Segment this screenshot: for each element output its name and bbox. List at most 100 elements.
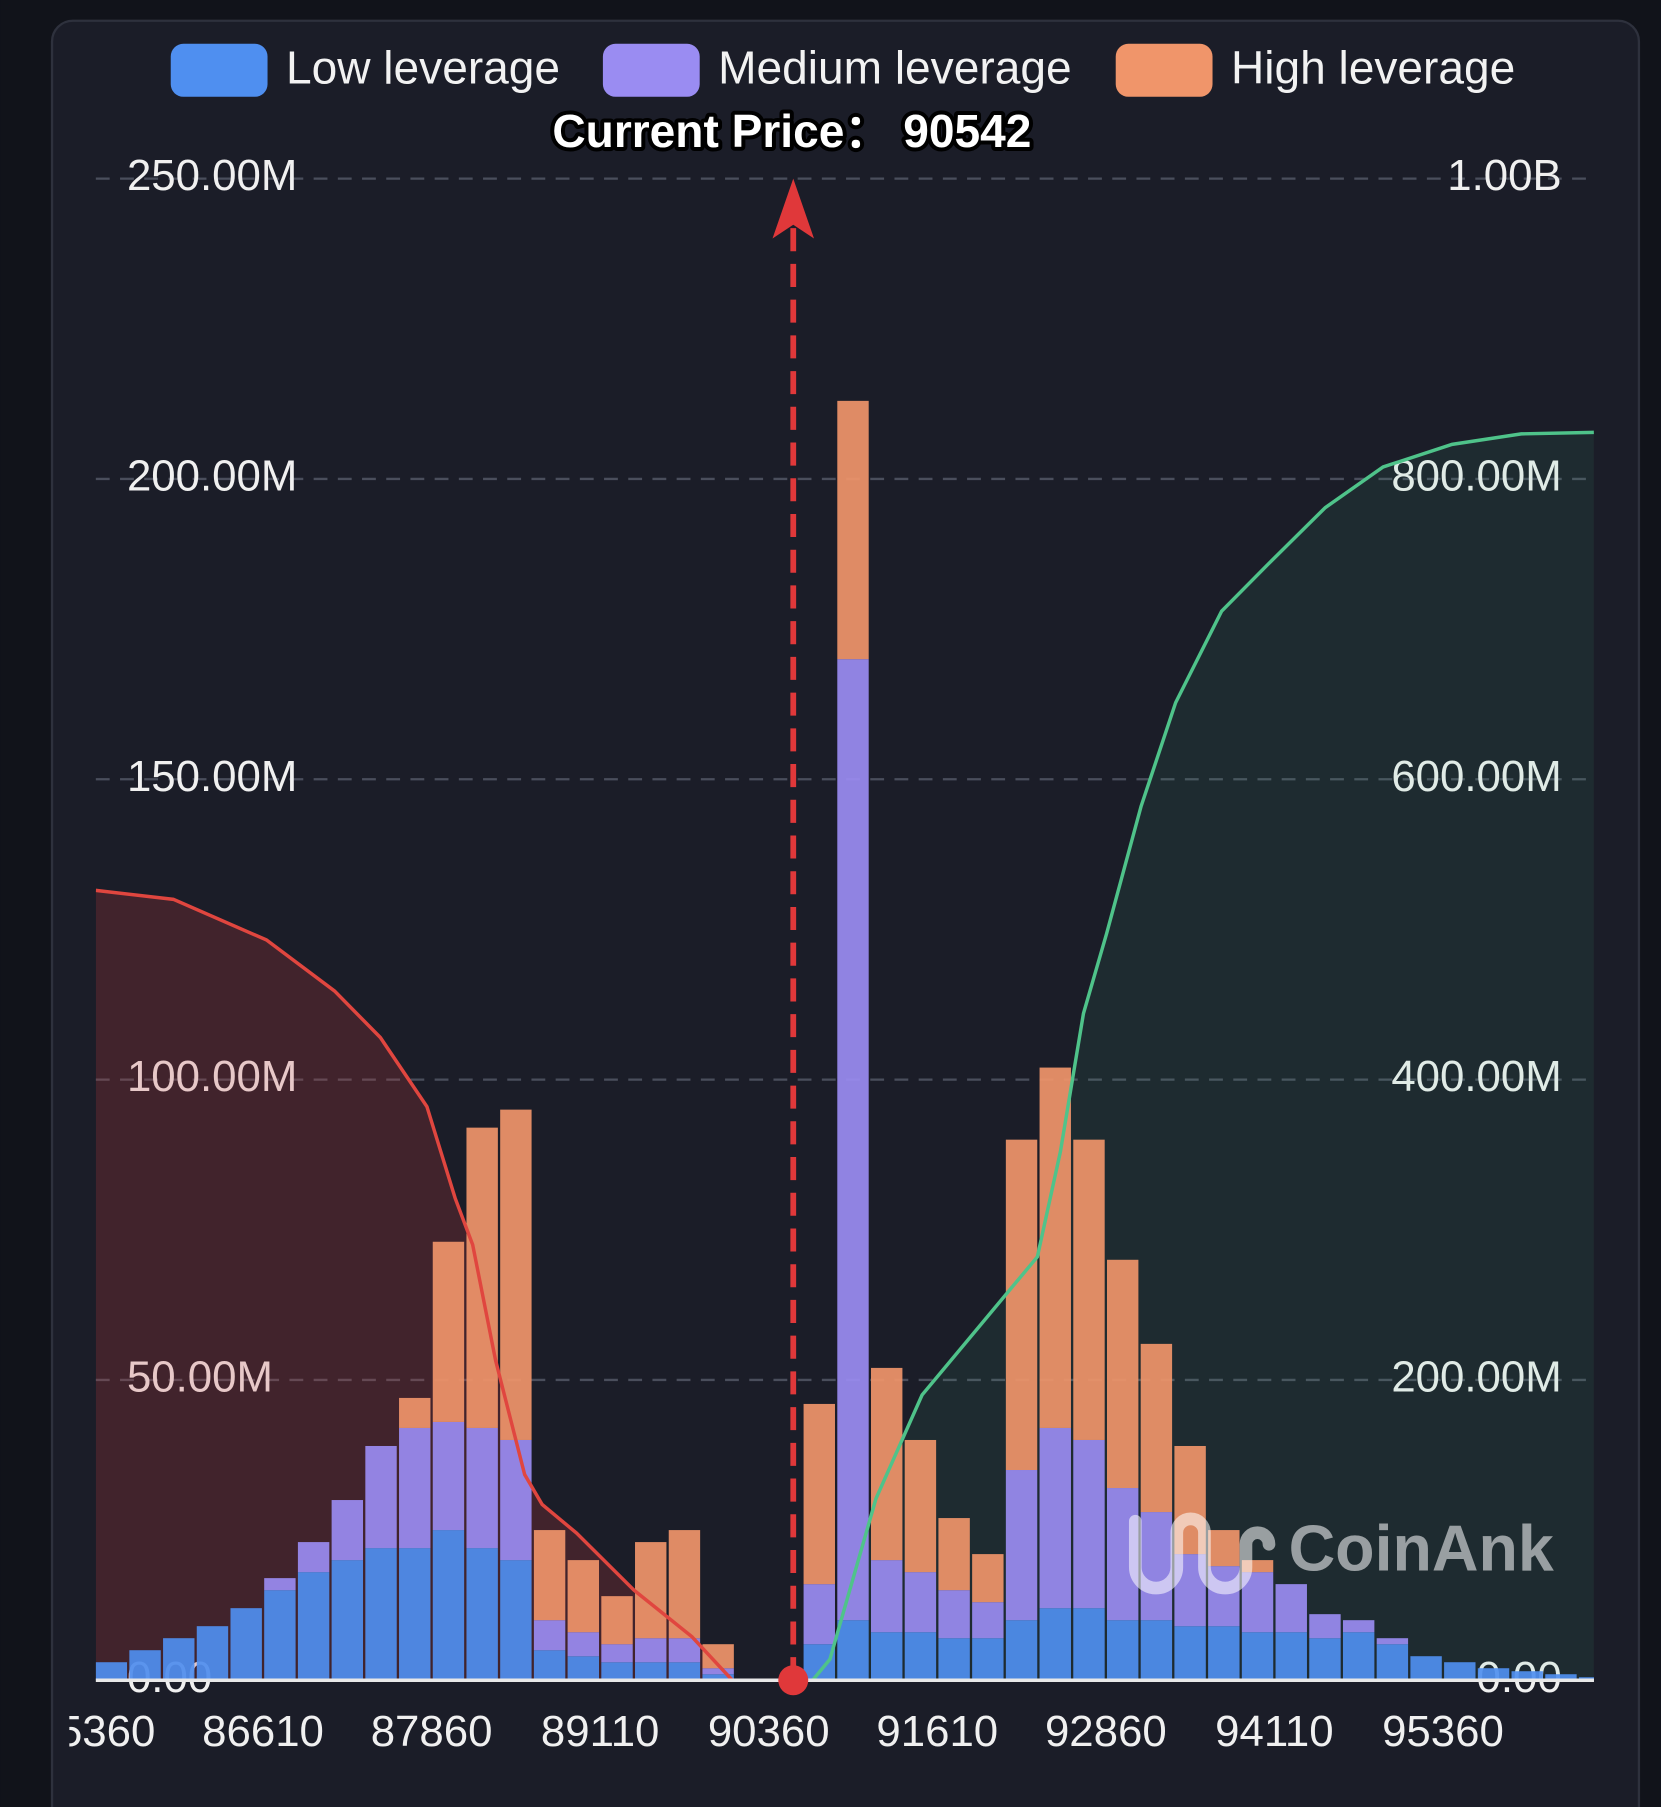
- x-tick-label: 89110: [541, 1707, 660, 1756]
- bar-segment: [668, 1662, 701, 1681]
- bar-segment: [1106, 1620, 1139, 1681]
- bar-segment: [500, 1109, 532, 1440]
- legend-swatch: [170, 43, 268, 97]
- bar-segment: [399, 1548, 431, 1681]
- current-price-arrow: [772, 178, 815, 239]
- bar-segment: [1241, 1632, 1274, 1681]
- bar-segment: [466, 1427, 498, 1549]
- bar-segment: [1073, 1439, 1105, 1609]
- x-tick-label: 94110: [1215, 1707, 1334, 1756]
- bar-segment: [163, 1638, 195, 1681]
- bar-segment: [1376, 1644, 1409, 1681]
- bar-segment: [1444, 1662, 1476, 1681]
- watermark: CoinAnk: [1128, 1513, 1554, 1595]
- x-tick-label: 85360: [34, 1707, 156, 1756]
- y-tick-label: 200.00M: [127, 452, 297, 501]
- y2-tick-label: 800.00M: [1391, 452, 1561, 501]
- bar-segment: [1208, 1626, 1240, 1681]
- bar-segment: [533, 1530, 566, 1621]
- bar-segment: [1005, 1470, 1038, 1621]
- legend: Low leverage Medium leverage High leverage: [170, 42, 1515, 97]
- bar-segment: [533, 1620, 566, 1651]
- bar-segment: [1410, 1656, 1442, 1681]
- current-price-value: 90542: [903, 105, 1031, 157]
- bar-segment: [635, 1542, 667, 1639]
- current-price-label: Current Price：: [552, 105, 890, 157]
- bar-segment: [331, 1560, 364, 1681]
- bar-segment: [196, 1626, 229, 1681]
- bar-segment: [466, 1127, 498, 1428]
- bar-segment: [1309, 1638, 1341, 1681]
- x-tick-label: 90360: [708, 1707, 830, 1756]
- y2-tick-label: 400.00M: [1391, 1052, 1561, 1101]
- bar-segment: [938, 1638, 970, 1681]
- bar-segment: [365, 1445, 397, 1549]
- bar-segment: [871, 1632, 903, 1681]
- bar-segment: [871, 1367, 903, 1561]
- legend-label: High leverage: [1231, 42, 1515, 94]
- bar-segment: [1140, 1620, 1173, 1681]
- bar-segment: [1073, 1608, 1105, 1681]
- bar-segment: [1106, 1259, 1139, 1489]
- bar-segment: [95, 1662, 128, 1681]
- bar-segment: [1039, 1608, 1071, 1681]
- legend-label: Medium leverage: [718, 42, 1071, 94]
- bar-segment: [837, 1620, 869, 1681]
- bar-segment: [1073, 1139, 1105, 1440]
- bar-segment: [500, 1439, 532, 1561]
- bar-segment: [230, 1608, 262, 1681]
- bar-segment: [1005, 1620, 1038, 1681]
- bar-segment: [365, 1548, 397, 1681]
- lines: [95, 430, 1594, 1681]
- bar-segment: [1545, 1674, 1577, 1681]
- y2-tick-label: 1.00B: [1447, 151, 1561, 200]
- bar-segment: [432, 1241, 465, 1422]
- bar-segment: [803, 1403, 835, 1585]
- bar-segment: [264, 1578, 296, 1591]
- x-tick-label: 92860: [1045, 1707, 1167, 1756]
- bar-segment: [129, 1650, 161, 1681]
- y2-tick-label: 200.00M: [1391, 1352, 1561, 1401]
- bar-segment: [1511, 1671, 1543, 1681]
- bar-segment: [837, 400, 869, 660]
- bar-segment: [399, 1427, 431, 1549]
- y-tick-label: 150.00M: [127, 752, 297, 801]
- bar-segment: [1140, 1343, 1173, 1513]
- current-price-title: Current Price： 90542: [552, 105, 1031, 157]
- bar-segment: [1342, 1632, 1375, 1681]
- bar-segment: [1376, 1638, 1409, 1645]
- bar-segment: [803, 1584, 835, 1645]
- x-tick-label: 95360: [1382, 1707, 1504, 1756]
- bar-segment: [938, 1518, 970, 1591]
- bar-segment: [297, 1542, 330, 1573]
- y2-tick-label: 600.00M: [1391, 752, 1561, 801]
- bar-segment: [972, 1602, 1004, 1639]
- y-tick-label: 100.00M: [127, 1052, 297, 1101]
- bar-segment: [567, 1632, 600, 1657]
- bar-segment: [702, 1674, 734, 1681]
- bar-segment: [297, 1572, 330, 1681]
- y-tick-label: 250.00M: [127, 151, 297, 200]
- bar-segment: [1342, 1620, 1375, 1633]
- bar-segment: [1140, 1512, 1173, 1621]
- bar-segment: [500, 1560, 532, 1681]
- bar-segment: [1477, 1668, 1510, 1681]
- y-tick-label: 50.00M: [127, 1352, 273, 1401]
- bar-segment: [601, 1596, 633, 1645]
- legend-swatch: [1115, 43, 1213, 97]
- watermark-text: CoinAnk: [1289, 1513, 1554, 1585]
- bar-segment: [1309, 1614, 1341, 1639]
- bar-segment: [1208, 1530, 1240, 1567]
- bar-segment: [331, 1500, 364, 1561]
- bar-segment: [567, 1656, 600, 1681]
- bar-segment: [601, 1644, 633, 1663]
- x-tick-label: 86610: [202, 1707, 324, 1756]
- bar-segment: [1005, 1139, 1038, 1471]
- cumulative-area: [95, 890, 733, 1681]
- bar-segment: [1275, 1632, 1307, 1681]
- bar-segment: [432, 1421, 465, 1531]
- bar-segment: [567, 1560, 600, 1633]
- bar-segment: [904, 1439, 937, 1573]
